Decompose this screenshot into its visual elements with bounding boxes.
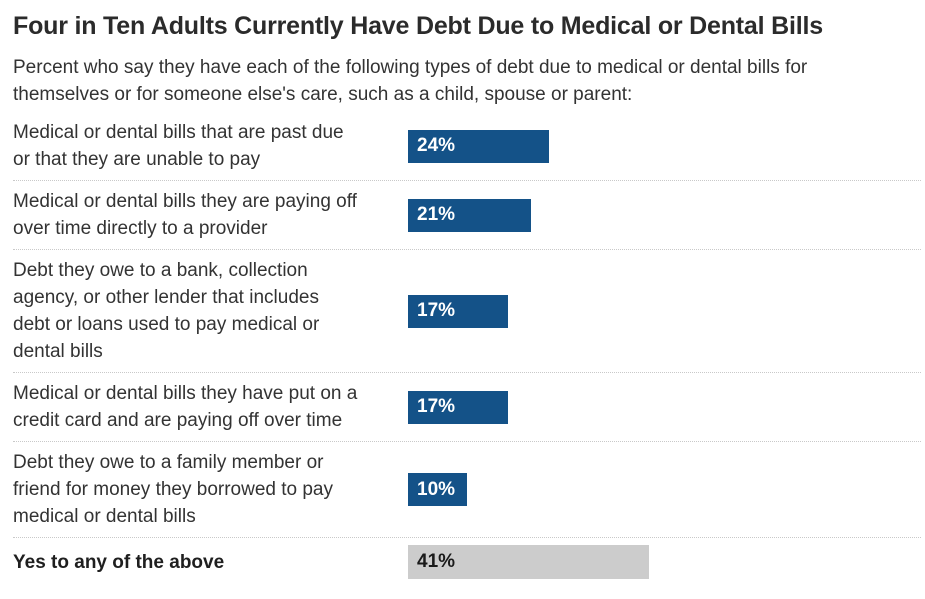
bar-value-label: 24% (417, 135, 456, 156)
chart-row: Yes to any of the above 41% (13, 538, 921, 586)
bar-track: 24% (408, 129, 921, 163)
bar-value-label: 21% (417, 204, 456, 225)
chart-row: Medical or dental bills that are past du… (13, 112, 921, 181)
bar-value-label: 17% (417, 396, 456, 417)
category-label-total: Yes to any of the above (13, 551, 225, 573)
bar-value-label: 17% (417, 300, 456, 321)
bar-family-friend: 10% (408, 473, 467, 506)
bar-yes-any: 41% (408, 545, 649, 579)
bar-track: 21% (408, 198, 921, 232)
bar-value-label: 41% (417, 551, 456, 572)
bar-track: 10% (408, 473, 921, 506)
category-label: Debt they owe to a bank, collection agen… (13, 260, 320, 362)
chart-row: Debt they owe to a bank, collection agen… (13, 250, 921, 373)
bar-track: 17% (408, 294, 921, 328)
bar-value-label: 10% (417, 478, 456, 500)
chart-row: Medical or dental bills they have put on… (13, 373, 921, 442)
category-label: Medical or dental bills they have put on… (13, 383, 358, 431)
bar-chart: Four in Ten Adults Currently Have Debt D… (13, 10, 921, 586)
bar-paying-provider: 21% (408, 198, 531, 232)
bar-credit-card: 17% (408, 390, 508, 424)
chart-row: Medical or dental bills they are paying … (13, 181, 921, 250)
category-label: Medical or dental bills that are past du… (13, 122, 344, 170)
category-label: Debt they owe to a family member or frie… (13, 452, 334, 527)
bar-lender-debt: 17% (408, 294, 508, 328)
category-label: Medical or dental bills they are paying … (13, 191, 357, 239)
chart-subtitle: Percent who say they have each of the fo… (13, 57, 808, 105)
bar-past-due: 24% (408, 129, 549, 163)
chart-title: Four in Ten Adults Currently Have Debt D… (13, 12, 823, 40)
bar-track: 17% (408, 390, 921, 424)
bar-track: 41% (408, 545, 921, 579)
chart-row: Debt they owe to a family member or frie… (13, 442, 921, 538)
